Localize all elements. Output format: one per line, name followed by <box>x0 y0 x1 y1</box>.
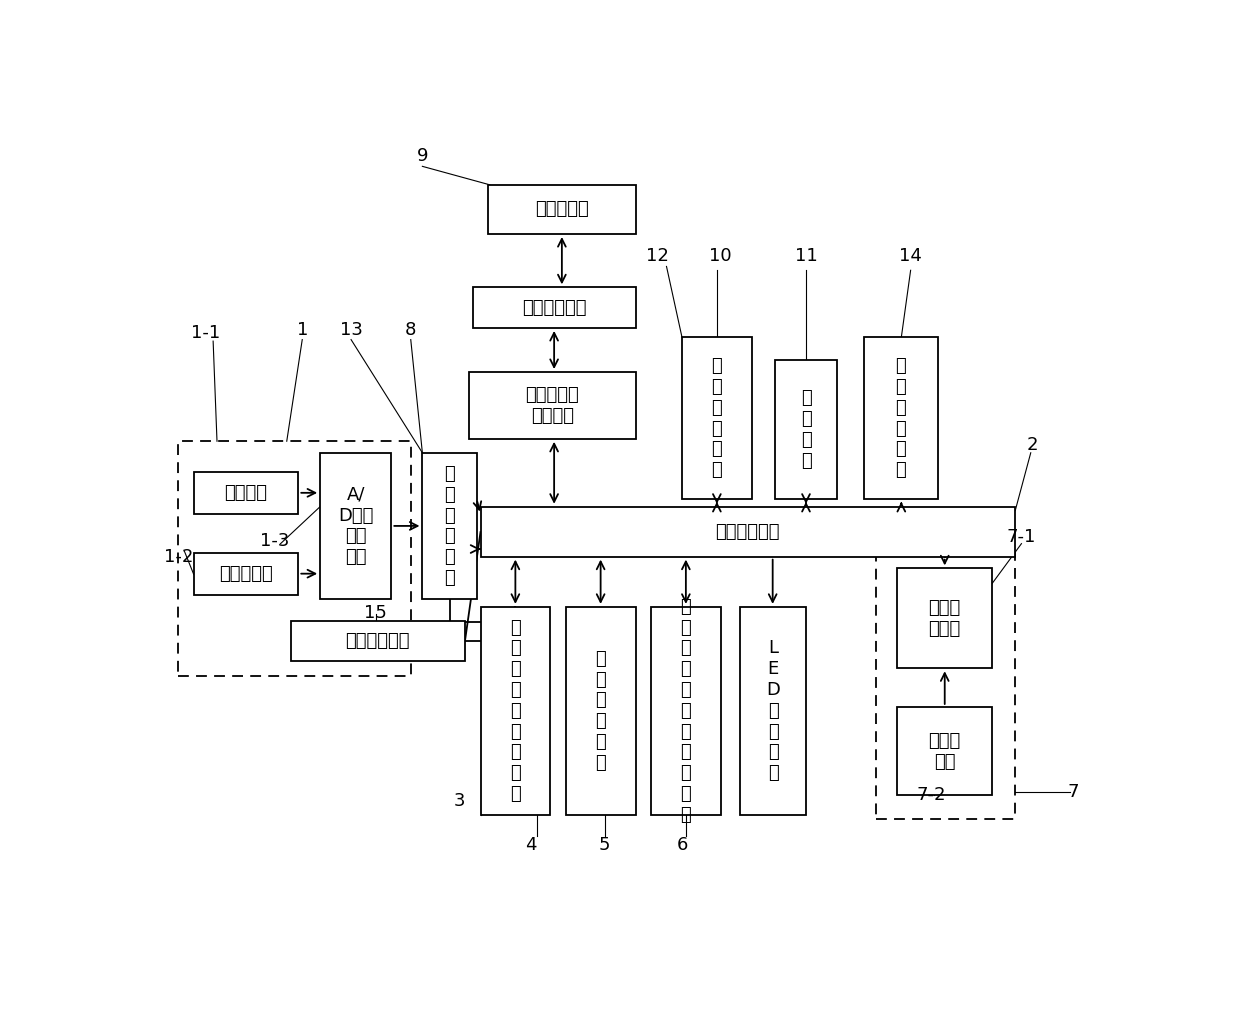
Text: 14: 14 <box>899 247 923 266</box>
FancyBboxPatch shape <box>423 453 476 599</box>
FancyBboxPatch shape <box>481 606 551 814</box>
FancyBboxPatch shape <box>682 338 751 499</box>
Text: 15: 15 <box>365 604 387 622</box>
FancyBboxPatch shape <box>898 707 992 795</box>
Text: 数
据
采
集
模
块: 数 据 采 集 模 块 <box>444 465 455 587</box>
FancyBboxPatch shape <box>481 507 1016 557</box>
Text: 5: 5 <box>599 837 610 855</box>
FancyBboxPatch shape <box>472 287 635 329</box>
Text: 参
数
输
入
装
置: 参 数 输 入 装 置 <box>595 650 606 772</box>
FancyBboxPatch shape <box>193 553 299 595</box>
Text: 4: 4 <box>525 837 537 855</box>
Text: 次级传感器: 次级传感器 <box>219 565 273 583</box>
Text: 1-1: 1-1 <box>191 324 219 343</box>
Text: 7: 7 <box>1068 783 1079 801</box>
FancyBboxPatch shape <box>651 606 720 814</box>
Text: 7-2: 7-2 <box>916 787 946 804</box>
Text: 传
感
器
主
次
类
型
设
定
模
块: 传 感 器 主 次 类 型 设 定 模 块 <box>681 597 691 823</box>
Text: 互联网服务器: 互联网服务器 <box>522 299 587 316</box>
Text: 无线互联网
接入模块: 无线互联网 接入模块 <box>526 386 579 425</box>
Text: 13: 13 <box>340 320 362 339</box>
FancyBboxPatch shape <box>320 453 392 599</box>
Text: A/
D转换
电路
模块: A/ D转换 电路 模块 <box>339 486 373 566</box>
FancyBboxPatch shape <box>775 360 837 499</box>
Text: 主传感器: 主传感器 <box>224 485 268 502</box>
Text: 1-2: 1-2 <box>164 548 193 566</box>
Text: 2: 2 <box>1027 436 1038 454</box>
Text: 7-1: 7-1 <box>1007 528 1037 547</box>
Text: 1-3: 1-3 <box>260 532 290 551</box>
Text: 短
距
离
无
线
通
信
模
块: 短 距 离 无 线 通 信 模 块 <box>510 619 521 803</box>
Text: 数据处理模块: 数据处理模块 <box>715 522 780 540</box>
Text: 8: 8 <box>405 320 417 339</box>
Text: 1: 1 <box>296 320 308 339</box>
FancyBboxPatch shape <box>565 606 635 814</box>
Text: 10: 10 <box>709 247 732 266</box>
Text: 3: 3 <box>454 792 465 810</box>
Text: 告
警
提
示
单
元: 告 警 提 示 单 元 <box>895 357 906 480</box>
Text: 计
时
模
块: 计 时 模 块 <box>801 389 811 469</box>
Text: 电源管
理模块: 电源管 理模块 <box>929 599 961 638</box>
Text: 可充电
电池: 可充电 电池 <box>929 732 961 771</box>
Text: 上位监控机: 上位监控机 <box>534 201 589 218</box>
FancyBboxPatch shape <box>469 372 635 439</box>
FancyBboxPatch shape <box>489 185 635 234</box>
Text: L
E
D
显
示
单
元: L E D 显 示 单 元 <box>766 640 780 782</box>
FancyBboxPatch shape <box>898 568 992 668</box>
FancyBboxPatch shape <box>290 621 465 661</box>
FancyBboxPatch shape <box>193 473 299 514</box>
Text: 12: 12 <box>646 247 668 266</box>
Text: 6: 6 <box>676 837 688 855</box>
FancyBboxPatch shape <box>740 606 806 814</box>
Text: 11: 11 <box>795 247 817 266</box>
FancyBboxPatch shape <box>864 338 937 499</box>
Text: 电量检测单元: 电量检测单元 <box>346 632 410 650</box>
Text: 9: 9 <box>417 147 428 165</box>
Text: 数
据
存
储
模
块: 数 据 存 储 模 块 <box>712 357 722 480</box>
